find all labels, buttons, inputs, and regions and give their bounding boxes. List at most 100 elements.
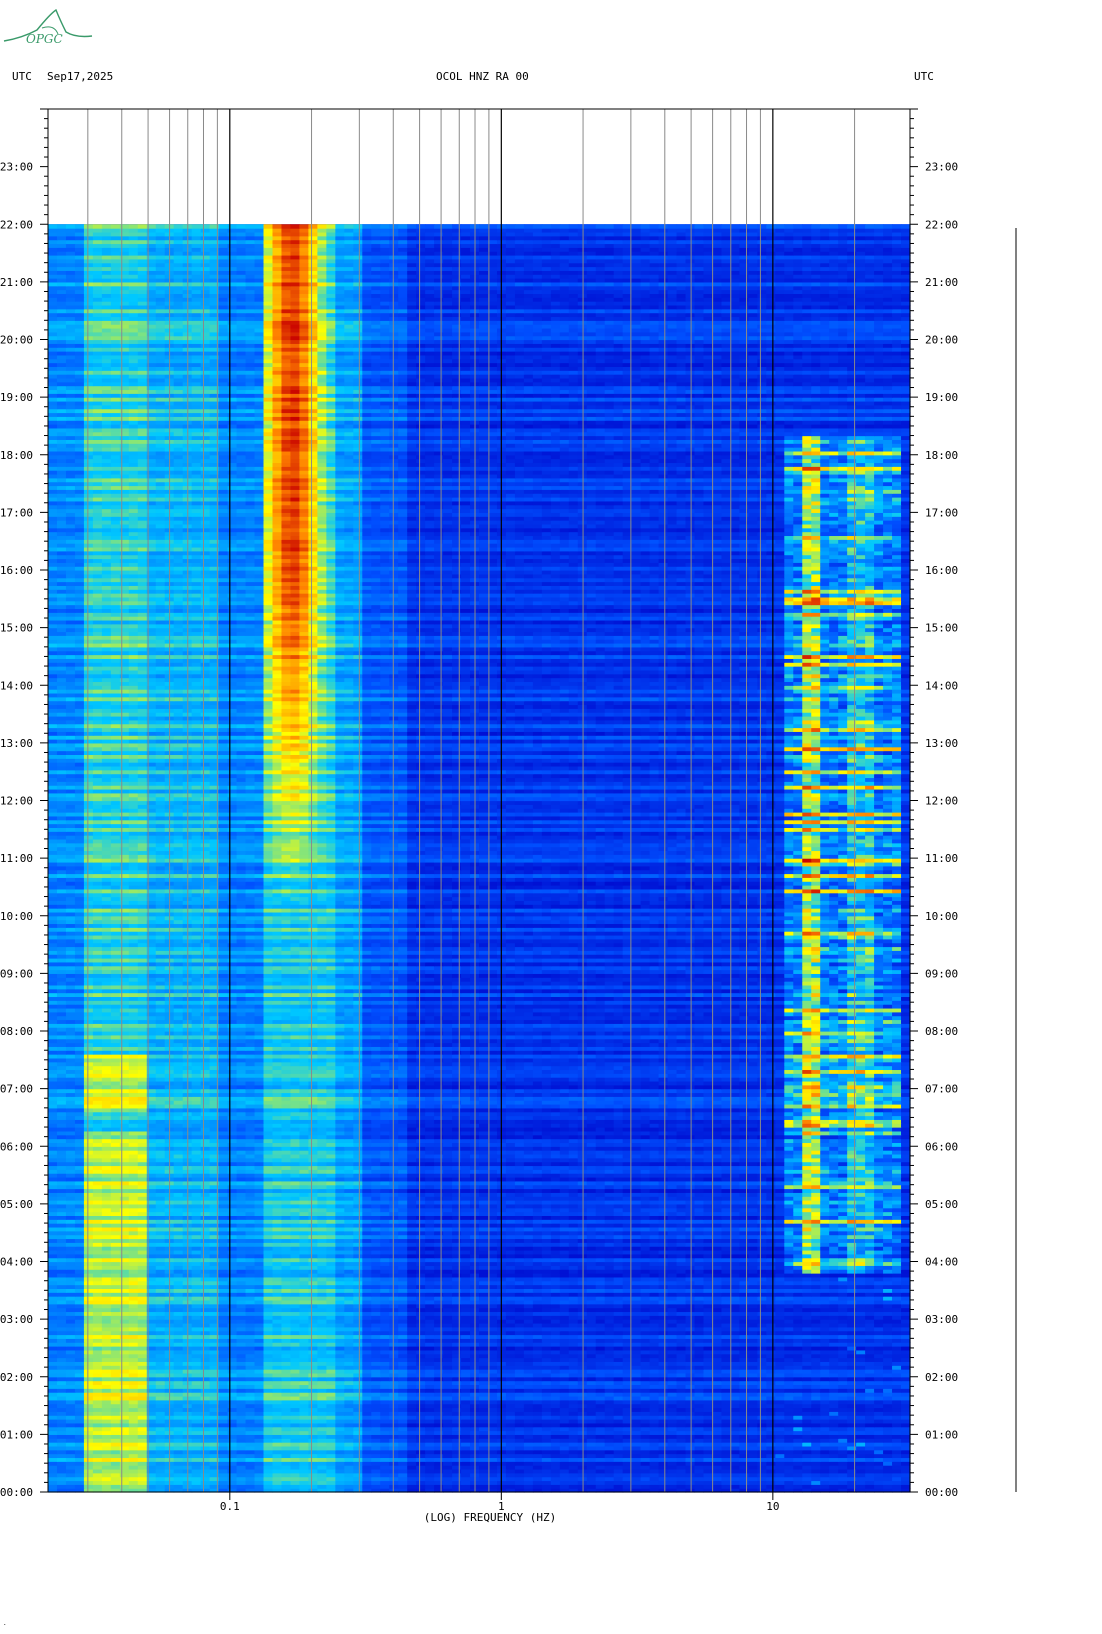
heatmap-cell	[748, 1322, 758, 1328]
heatmap-cell	[721, 1403, 732, 1409]
heatmap-cell	[640, 1457, 651, 1462]
heatmap-cell	[443, 1438, 453, 1443]
heatmap-cell	[721, 1430, 732, 1435]
heatmap-cell	[434, 1426, 444, 1432]
heatmap-cell	[65, 1465, 76, 1470]
heatmap-cell	[883, 1361, 893, 1366]
heatmap-cell	[568, 1426, 579, 1432]
heatmap-cell	[892, 1472, 902, 1478]
heatmap-cell	[793, 1445, 803, 1451]
heatmap-cell	[119, 1384, 130, 1389]
heatmap-cell	[200, 1445, 211, 1451]
heatmap-cell	[550, 1388, 561, 1393]
heatmap-cell	[829, 1349, 839, 1355]
heatmap-cell	[604, 1403, 615, 1409]
heatmap-cell	[802, 1422, 812, 1428]
heatmap-cell	[766, 1315, 776, 1320]
heatmap-cell	[892, 1442, 902, 1447]
heatmap-cell	[290, 1411, 301, 1416]
heatmap-cell	[380, 1457, 390, 1462]
heatmap-cell	[604, 1484, 615, 1489]
heatmap-cell	[802, 1403, 812, 1409]
heatmap-cell	[281, 1415, 292, 1420]
heatmap-cell	[604, 1299, 615, 1305]
heatmap-cell	[901, 1334, 911, 1339]
heatmap-cell	[272, 1449, 283, 1455]
heatmap-cell	[523, 1392, 534, 1397]
heatmap-cell	[74, 1472, 85, 1478]
heatmap-cell	[559, 1311, 570, 1316]
heatmap-cell	[281, 1311, 292, 1316]
heatmap-cell	[703, 1315, 714, 1320]
heatmap-cell	[218, 1326, 229, 1332]
heatmap-cell	[56, 1419, 67, 1424]
heatmap-cell	[353, 1438, 363, 1443]
heatmap-cell	[209, 1445, 220, 1451]
heatmap-cell	[784, 1426, 794, 1432]
heatmap-cell	[820, 1415, 830, 1420]
heatmap-cell	[461, 1438, 471, 1443]
heatmap-cell	[191, 1472, 202, 1478]
heatmap-cell	[613, 1311, 624, 1316]
heatmap-cell	[505, 1426, 516, 1432]
heatmap-cell	[245, 1388, 256, 1393]
heatmap-cell	[335, 1369, 345, 1374]
heatmap-cell	[514, 1338, 525, 1343]
heatmap-cell	[254, 1299, 265, 1305]
heatmap-cell	[128, 1407, 139, 1412]
heatmap-cell	[901, 1330, 911, 1336]
heatmap-cell	[398, 1346, 408, 1351]
heatmap-cell	[712, 1357, 723, 1362]
heatmap-cell	[92, 1315, 103, 1320]
heatmap-cell	[739, 1476, 749, 1482]
heatmap-cell	[236, 1307, 247, 1313]
heatmap-cell	[838, 1453, 848, 1459]
heatmap-cell	[299, 1322, 309, 1328]
heatmap-cell	[829, 1342, 839, 1347]
heatmap-cell	[784, 1430, 794, 1435]
heatmap-cell	[667, 1365, 678, 1370]
heatmap-cell	[892, 1457, 902, 1462]
heatmap-cell	[487, 1388, 498, 1393]
heatmap-cell	[559, 1369, 570, 1374]
heatmap-cell	[865, 1392, 875, 1397]
heatmap-cell	[640, 1319, 651, 1324]
heatmap-cell	[362, 1434, 372, 1439]
heatmap-cell	[416, 1468, 426, 1474]
heatmap-cell	[685, 1453, 696, 1459]
heatmap-cell	[236, 1399, 247, 1405]
heatmap-cell	[613, 1476, 624, 1482]
heatmap-cell	[595, 1388, 606, 1393]
heatmap-cell	[65, 1326, 76, 1332]
heatmap-cell	[119, 1326, 130, 1332]
heatmap-cell	[586, 1326, 597, 1332]
heatmap-cell	[389, 1488, 399, 1493]
heatmap-cell	[398, 1415, 408, 1420]
heatmap-cell	[155, 1453, 166, 1459]
heatmap-cell	[514, 1342, 525, 1347]
heatmap-cell	[407, 1449, 417, 1455]
heatmap-cell	[541, 1484, 552, 1489]
heatmap-cell	[254, 1442, 265, 1447]
heatmap-cell	[218, 1426, 229, 1432]
heatmap-cell	[694, 1296, 705, 1301]
heatmap-cell	[802, 1369, 812, 1374]
heatmap-cell	[353, 1419, 363, 1424]
heatmap-cell	[712, 1403, 723, 1409]
heatmap-cell	[775, 1384, 785, 1389]
heatmap-cell	[541, 1465, 552, 1470]
heatmap-cell	[245, 1342, 256, 1347]
heatmap-cell	[290, 1388, 301, 1393]
heatmap-cell	[802, 1376, 812, 1382]
heatmap-cell	[335, 1292, 345, 1297]
heatmap-cell	[658, 1388, 669, 1393]
heatmap-cell	[443, 1399, 453, 1405]
heatmap-cell	[523, 1380, 534, 1386]
heatmap-cell	[766, 1311, 776, 1316]
heatmap-cell	[344, 1365, 354, 1370]
heatmap-cell	[254, 1307, 265, 1313]
heatmap-cell	[209, 1349, 220, 1355]
heatmap-cell	[784, 1376, 794, 1382]
heatmap-cell	[245, 1407, 256, 1412]
heatmap-cell	[883, 1488, 893, 1493]
